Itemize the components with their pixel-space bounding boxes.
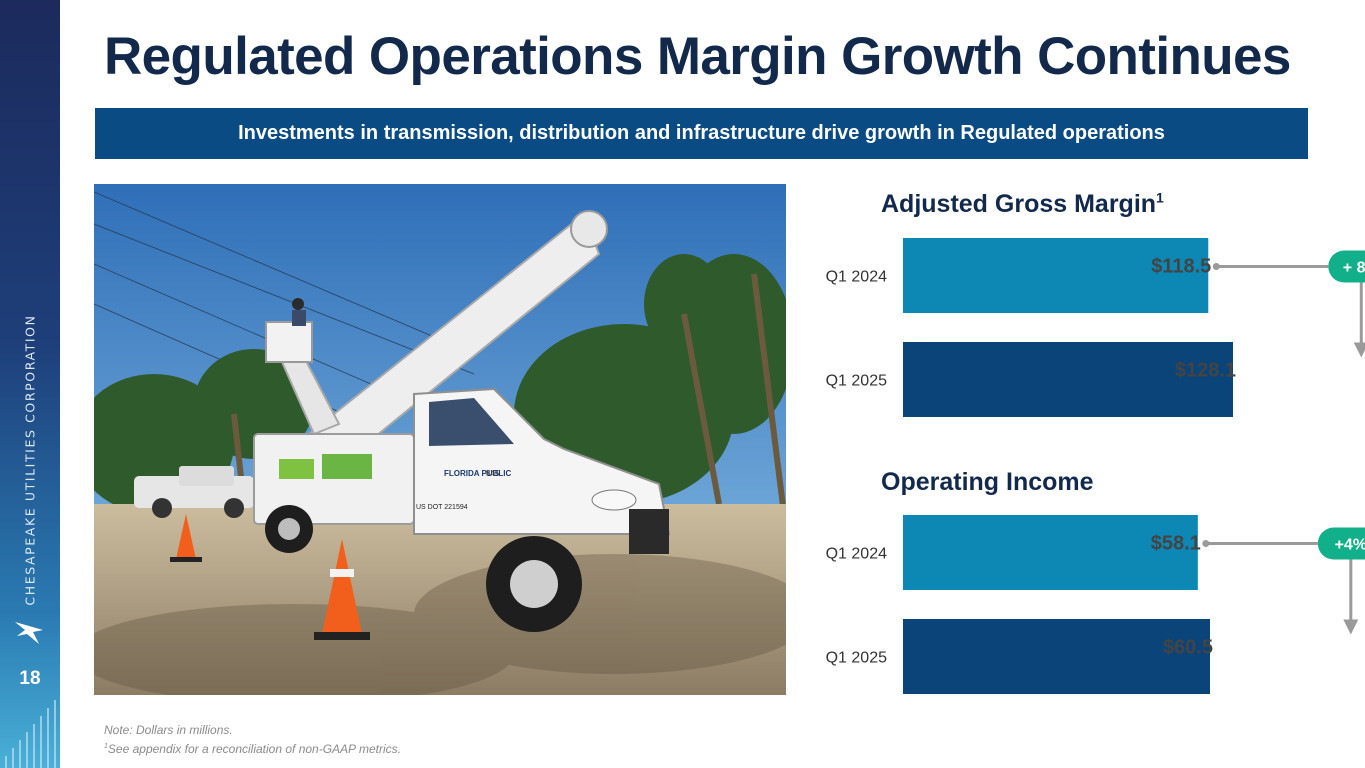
category-label: Q1 2025 xyxy=(826,650,887,667)
chart-title-operating-income: Operating Income xyxy=(881,468,1094,497)
change-pill xyxy=(1328,250,1365,283)
chart-title-text: Adjusted Gross Margin xyxy=(881,190,1157,218)
connector-dot xyxy=(1212,263,1220,270)
truck-number: 845 xyxy=(486,469,500,478)
footnote-non-gaap: 1See appendix for a reconciliation of no… xyxy=(104,742,401,756)
subtitle-banner: Investments in transmission, distributio… xyxy=(95,108,1308,159)
bar-q1-2025 xyxy=(903,619,1210,694)
bar-q1-2024 xyxy=(903,238,1209,313)
footnote-marker: 1 xyxy=(104,743,108,750)
bar-q1-2025 xyxy=(903,342,1233,417)
value-label: $60.5 xyxy=(1163,637,1213,659)
truck-dot: US DOT 221594 xyxy=(416,504,468,511)
bucket-truck-photo: FLORIDA PUBLIC 845 US DOT 221594 xyxy=(94,184,786,695)
category-label: Q1 2024 xyxy=(826,546,887,563)
banner-text: Investments in transmission, distributio… xyxy=(238,122,1165,144)
value-label: $58.1 xyxy=(1151,533,1201,555)
truck-door-text: FLORIDA PUBLIC xyxy=(444,469,511,478)
sidebar: CHESAPEAKE UTILITIES CORPORATION 18 xyxy=(0,0,60,768)
category-label: Q1 2025 xyxy=(826,373,887,390)
chart-title-text: Operating Income xyxy=(881,468,1094,496)
change-pill xyxy=(1317,527,1365,560)
value-label: $118.5 xyxy=(1151,256,1211,278)
sidebar-decoration xyxy=(5,700,56,768)
page-title: Regulated Operations Margin Growth Conti… xyxy=(104,27,1291,86)
footnote-text: See appendix for a reconciliation of non… xyxy=(107,742,401,756)
chart-title-adjusted-gross-margin: Adjusted Gross Margin1 xyxy=(881,190,1164,219)
value-label: $128.1 xyxy=(1175,360,1236,382)
change-label: + 8% xyxy=(1343,260,1365,277)
connector-dot xyxy=(1202,540,1210,547)
title-superscript: 1 xyxy=(1156,189,1164,206)
bird-logo-icon xyxy=(15,622,43,644)
change-label: +4% xyxy=(1335,537,1365,554)
page-number: 18 xyxy=(19,668,41,689)
footnote-dollars: Note: Dollars in millions. xyxy=(104,723,233,737)
bar-q1-2024 xyxy=(903,515,1198,590)
category-label: Q1 2024 xyxy=(826,269,887,286)
